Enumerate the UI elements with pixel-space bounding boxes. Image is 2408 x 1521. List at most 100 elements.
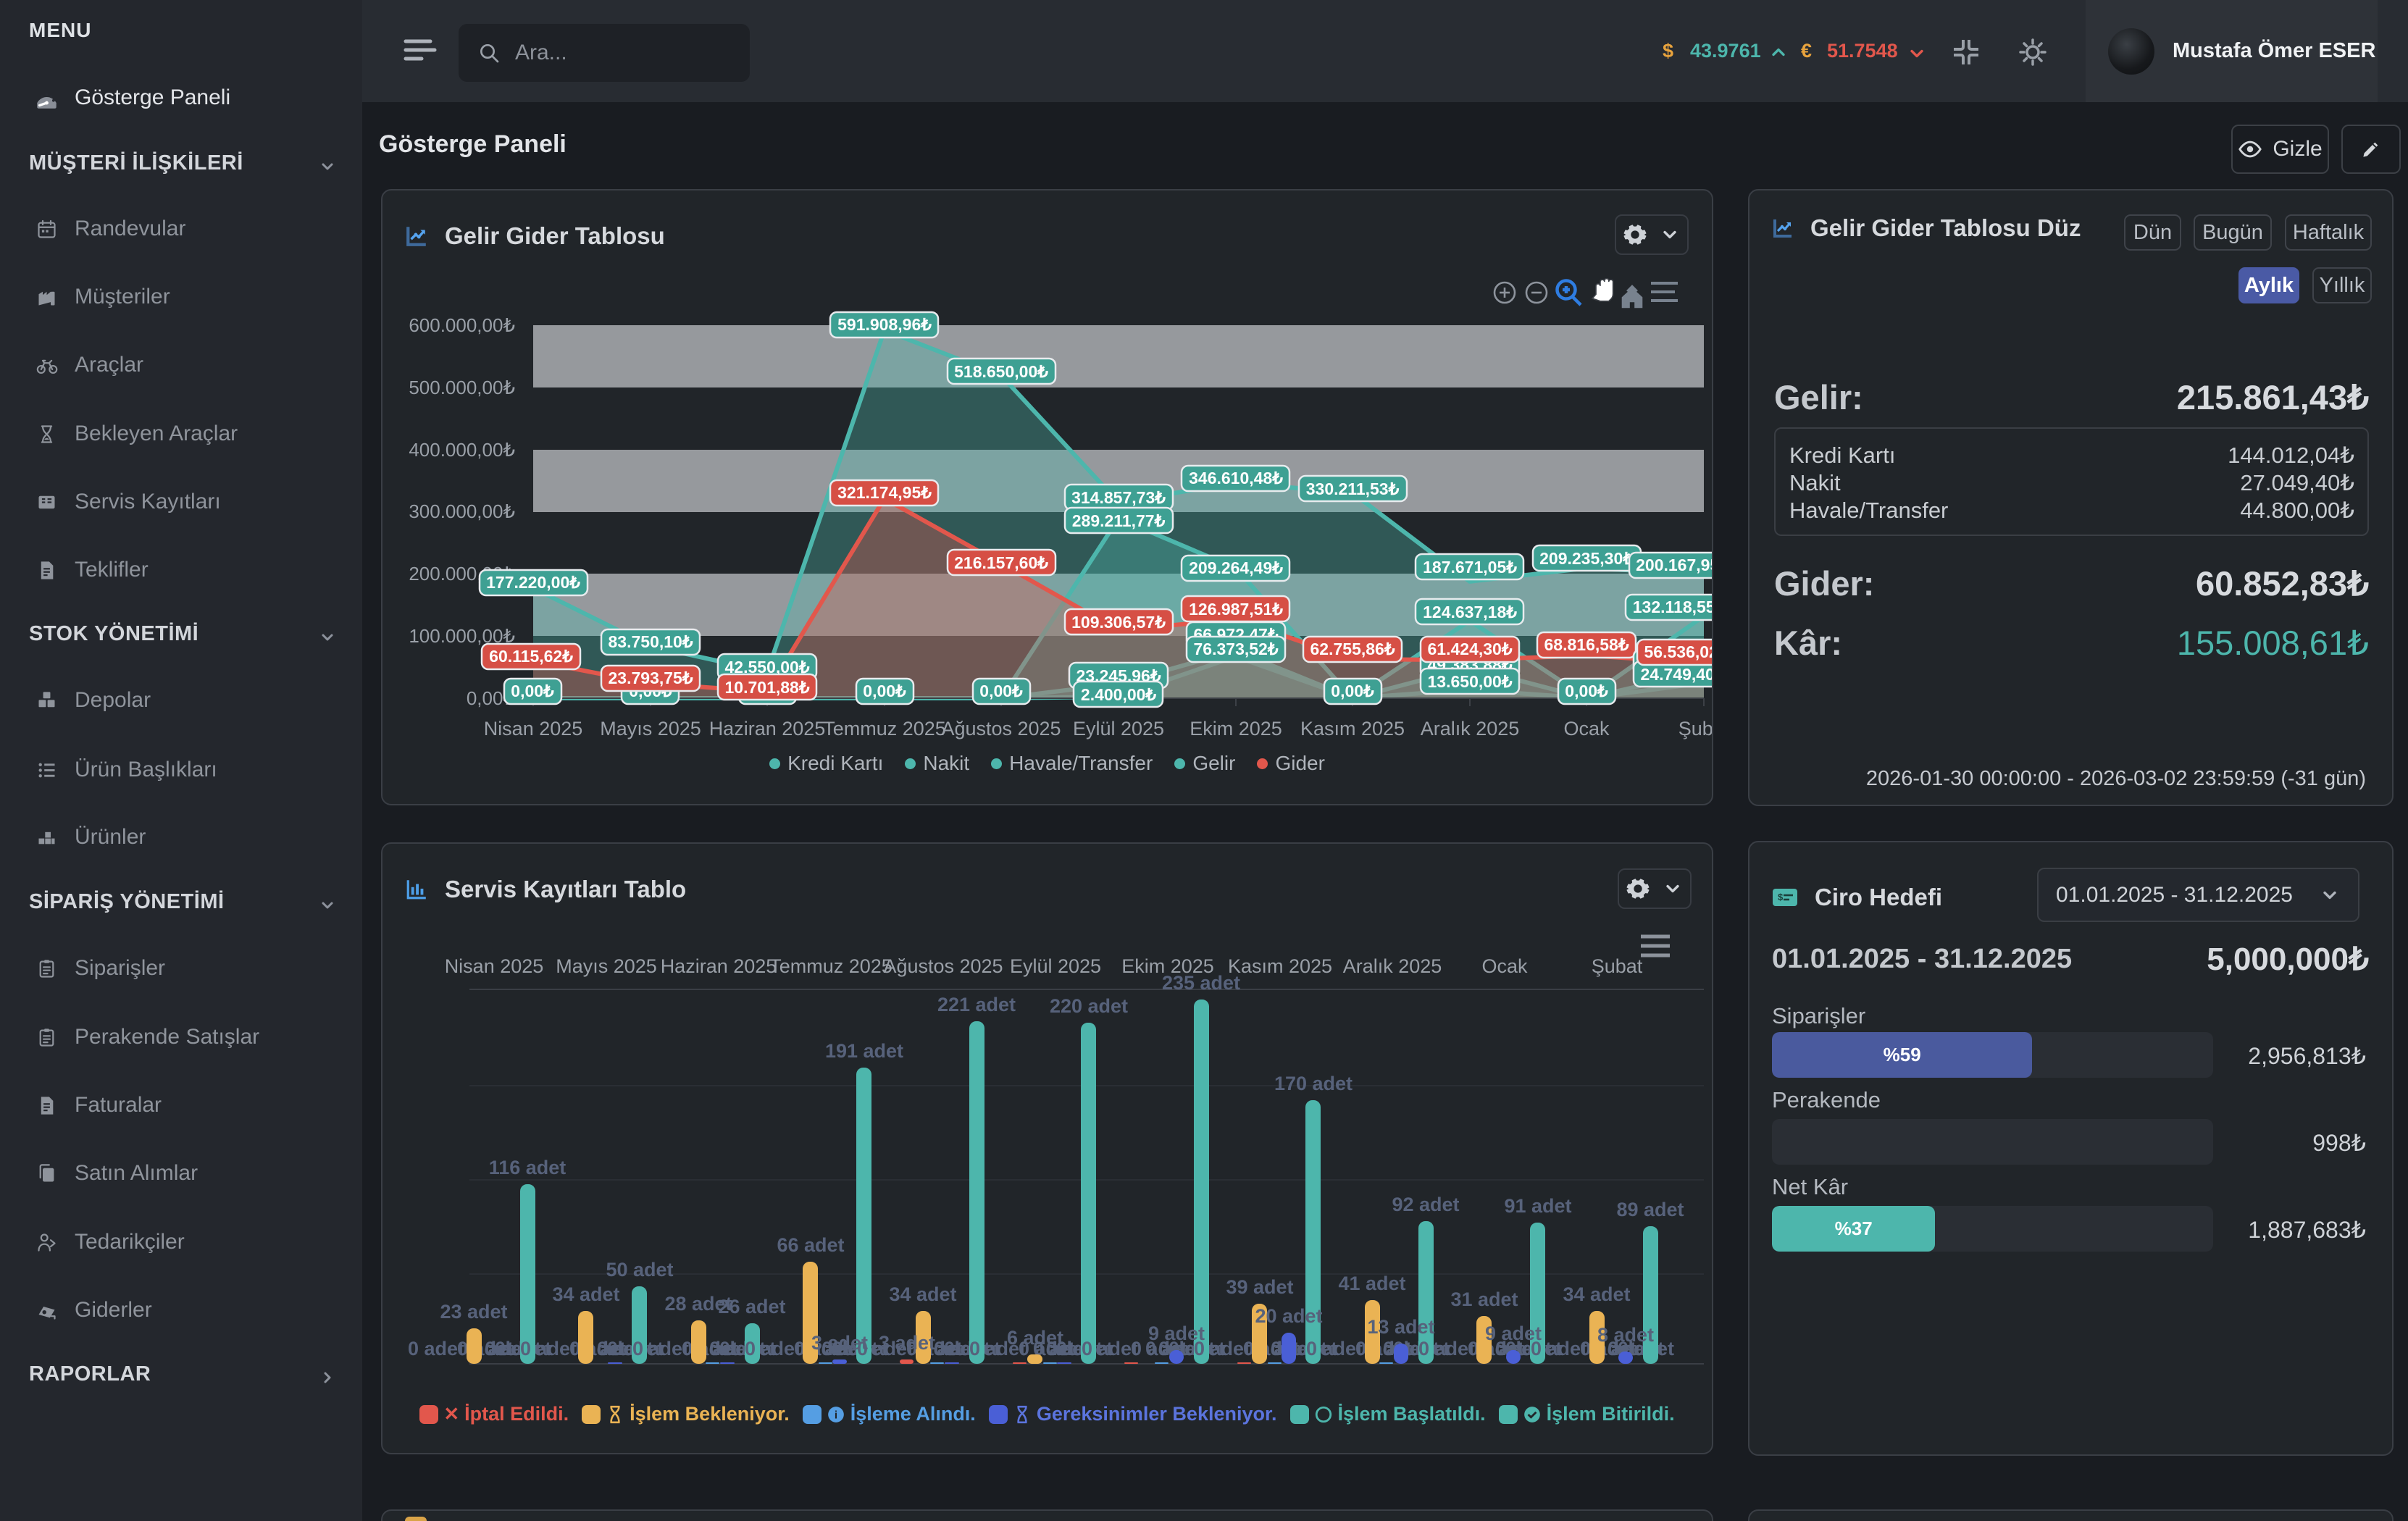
- svg-text:600.000,00₺: 600.000,00₺: [409, 314, 515, 336]
- svg-text:220 adet: 220 adet: [1050, 995, 1128, 1017]
- svg-text:216.157,60₺: 216.157,60₺: [954, 553, 1048, 572]
- svg-text:Aralık 2025: Aralık 2025: [1343, 955, 1442, 977]
- svg-text:0,00₺: 0,00₺: [511, 682, 554, 700]
- svg-text:0 adet: 0 adet: [408, 1338, 464, 1359]
- svg-text:235 adet: 235 adet: [1162, 972, 1240, 994]
- svg-text:83.750,10₺: 83.750,10₺: [609, 632, 693, 651]
- svg-text:330.211,53₺: 330.211,53₺: [1306, 479, 1400, 498]
- svg-text:26 adet: 26 adet: [718, 1296, 785, 1317]
- svg-text:300.000,00₺: 300.000,00₺: [409, 500, 515, 522]
- svg-text:56.536,02₺: 56.536,02₺: [1644, 642, 1712, 661]
- svg-text:Nisan 2025: Nisan 2025: [445, 955, 544, 977]
- svg-text:Ocak: Ocak: [1481, 955, 1528, 977]
- svg-text:191 adet: 191 adet: [825, 1040, 903, 1062]
- svg-text:Şubat: Şubat: [1679, 718, 1712, 739]
- svg-text:$: $: [1778, 892, 1784, 902]
- svg-text:Kasım 2025: Kasım 2025: [1300, 718, 1405, 739]
- svg-text:20 adet: 20 adet: [1255, 1305, 1322, 1327]
- svg-text:Ocak: Ocak: [1563, 718, 1610, 739]
- svg-text:0 adet: 0 adet: [1019, 1338, 1075, 1359]
- svg-text:591.908,96₺: 591.908,96₺: [837, 315, 932, 334]
- svg-text:0,00₺: 0,00₺: [979, 682, 1023, 700]
- svg-text:Aralık 2025: Aralık 2025: [1421, 718, 1520, 739]
- svg-text:Ekim 2025: Ekim 2025: [1121, 955, 1214, 977]
- svg-text:0 adet: 0 adet: [520, 1338, 577, 1359]
- svg-text:92 adet: 92 adet: [1392, 1194, 1459, 1215]
- svg-text:13.650,00₺: 13.650,00₺: [1428, 672, 1513, 691]
- svg-text:0 adet: 0 adet: [857, 1338, 914, 1359]
- svg-text:Eylül 2025: Eylül 2025: [1073, 718, 1164, 739]
- svg-text:116 adet: 116 adet: [489, 1157, 567, 1178]
- svg-text:209.235,30₺: 209.235,30₺: [1539, 549, 1634, 568]
- svg-text:321.174,95₺: 321.174,95₺: [837, 483, 932, 502]
- svg-text:8 adet: 8 adet: [1597, 1324, 1654, 1346]
- svg-text:34 adet: 34 adet: [552, 1283, 619, 1305]
- svg-text:400.000,00₺: 400.000,00₺: [409, 439, 515, 461]
- svg-text:170 adet: 170 adet: [1274, 1073, 1353, 1094]
- svg-text:0 adet: 0 adet: [1033, 1338, 1090, 1359]
- svg-text:Ekim 2025: Ekim 2025: [1190, 718, 1282, 739]
- svg-text:6 adet: 6 adet: [1007, 1327, 1063, 1349]
- svg-text:289.211,77₺: 289.211,77₺: [1072, 511, 1166, 530]
- svg-text:346.610,48₺: 346.610,48₺: [1189, 469, 1283, 487]
- svg-text:39 adet: 39 adet: [1226, 1276, 1293, 1298]
- svg-text:62.755,86₺: 62.755,86₺: [1310, 640, 1395, 658]
- svg-text:0 adet: 0 adet: [745, 1338, 801, 1359]
- svg-text:3 adet: 3 adet: [879, 1332, 935, 1354]
- svg-text:0 adet: 0 adet: [1194, 1338, 1250, 1359]
- svg-text:132.118,55₺: 132.118,55₺: [1633, 598, 1712, 616]
- svg-text:187.671,05₺: 187.671,05₺: [1423, 558, 1517, 577]
- svg-text:66 adet: 66 adet: [777, 1234, 844, 1256]
- svg-text:9 adet: 9 adet: [1485, 1323, 1542, 1344]
- svg-text:68.816,58₺: 68.816,58₺: [1544, 635, 1629, 654]
- svg-text:209.264,49₺: 209.264,49₺: [1189, 558, 1283, 577]
- svg-text:0 adet: 0 adet: [632, 1338, 689, 1359]
- svg-text:60.115,62₺: 60.115,62₺: [489, 647, 573, 666]
- svg-text:0,00₺: 0,00₺: [1565, 682, 1608, 700]
- svg-text:500.000,00₺: 500.000,00₺: [409, 377, 515, 398]
- svg-text:109.306,57₺: 109.306,57₺: [1071, 613, 1166, 632]
- svg-text:Haziran 2025: Haziran 2025: [661, 955, 777, 977]
- svg-text:3 adet: 3 adet: [811, 1332, 868, 1354]
- svg-text:42.550,00₺: 42.550,00₺: [725, 658, 810, 676]
- svg-text:Temmuz 2025: Temmuz 2025: [769, 955, 892, 977]
- svg-text:Mayıs 2025: Mayıs 2025: [556, 955, 657, 977]
- svg-text:i: i: [835, 1409, 837, 1421]
- svg-text:91 adet: 91 adet: [1504, 1195, 1571, 1217]
- svg-text:0 adet: 0 adet: [457, 1338, 514, 1359]
- svg-text:Haziran 2025: Haziran 2025: [709, 718, 826, 739]
- svg-text:0 adet: 0 adet: [1418, 1338, 1475, 1359]
- svg-text:0,00₺: 0,00₺: [1331, 682, 1374, 700]
- svg-text:Şubat: Şubat: [1592, 955, 1643, 977]
- svg-text:0 adet: 0 adet: [682, 1338, 738, 1359]
- svg-text:76.373,52₺: 76.373,52₺: [1194, 640, 1279, 658]
- svg-text:126.987,51₺: 126.987,51₺: [1189, 600, 1283, 619]
- svg-text:61.424,30₺: 61.424,30₺: [1428, 640, 1513, 658]
- svg-text:28 adet: 28 adet: [664, 1293, 732, 1315]
- svg-text:13 adet: 13 adet: [1367, 1316, 1434, 1338]
- svg-text:24.749,40₺: 24.749,40₺: [1641, 665, 1712, 684]
- svg-text:Kasım 2025: Kasım 2025: [1228, 955, 1332, 977]
- svg-text:0 adet: 0 adet: [1082, 1338, 1138, 1359]
- svg-text:Eylül 2025: Eylül 2025: [1010, 955, 1101, 977]
- svg-text:9 adet: 9 adet: [1148, 1323, 1205, 1344]
- svg-text:Ağustos 2025: Ağustos 2025: [941, 718, 1061, 739]
- svg-text:0 adet: 0 adet: [969, 1338, 1026, 1359]
- svg-text:50 adet: 50 adet: [606, 1259, 673, 1281]
- svg-text:34 adet: 34 adet: [889, 1283, 956, 1305]
- svg-text:Nisan 2025: Nisan 2025: [484, 718, 583, 739]
- svg-text:23 adet: 23 adet: [440, 1301, 507, 1323]
- svg-text:314.857,73₺: 314.857,73₺: [1071, 488, 1166, 507]
- svg-text:23.793,75₺: 23.793,75₺: [609, 669, 693, 687]
- svg-text:221 adet: 221 adet: [937, 994, 1016, 1015]
- svg-text:34 adet: 34 adet: [1563, 1283, 1630, 1305]
- svg-text:518.650,00₺: 518.650,00₺: [954, 362, 1048, 381]
- svg-text:0 adet: 0 adet: [1531, 1338, 1587, 1359]
- svg-text:Mayıs 2025: Mayıs 2025: [600, 718, 701, 739]
- svg-text:0 adet: 0 adet: [906, 1338, 963, 1359]
- svg-text:200.167,95₺: 200.167,95₺: [1636, 556, 1712, 574]
- svg-text:124.637,18₺: 124.637,18₺: [1423, 603, 1517, 621]
- svg-text:2.400,00₺: 2.400,00₺: [1081, 685, 1157, 704]
- svg-text:0 adet: 0 adet: [1306, 1338, 1363, 1359]
- svg-text:Temmuz 2025: Temmuz 2025: [823, 718, 946, 739]
